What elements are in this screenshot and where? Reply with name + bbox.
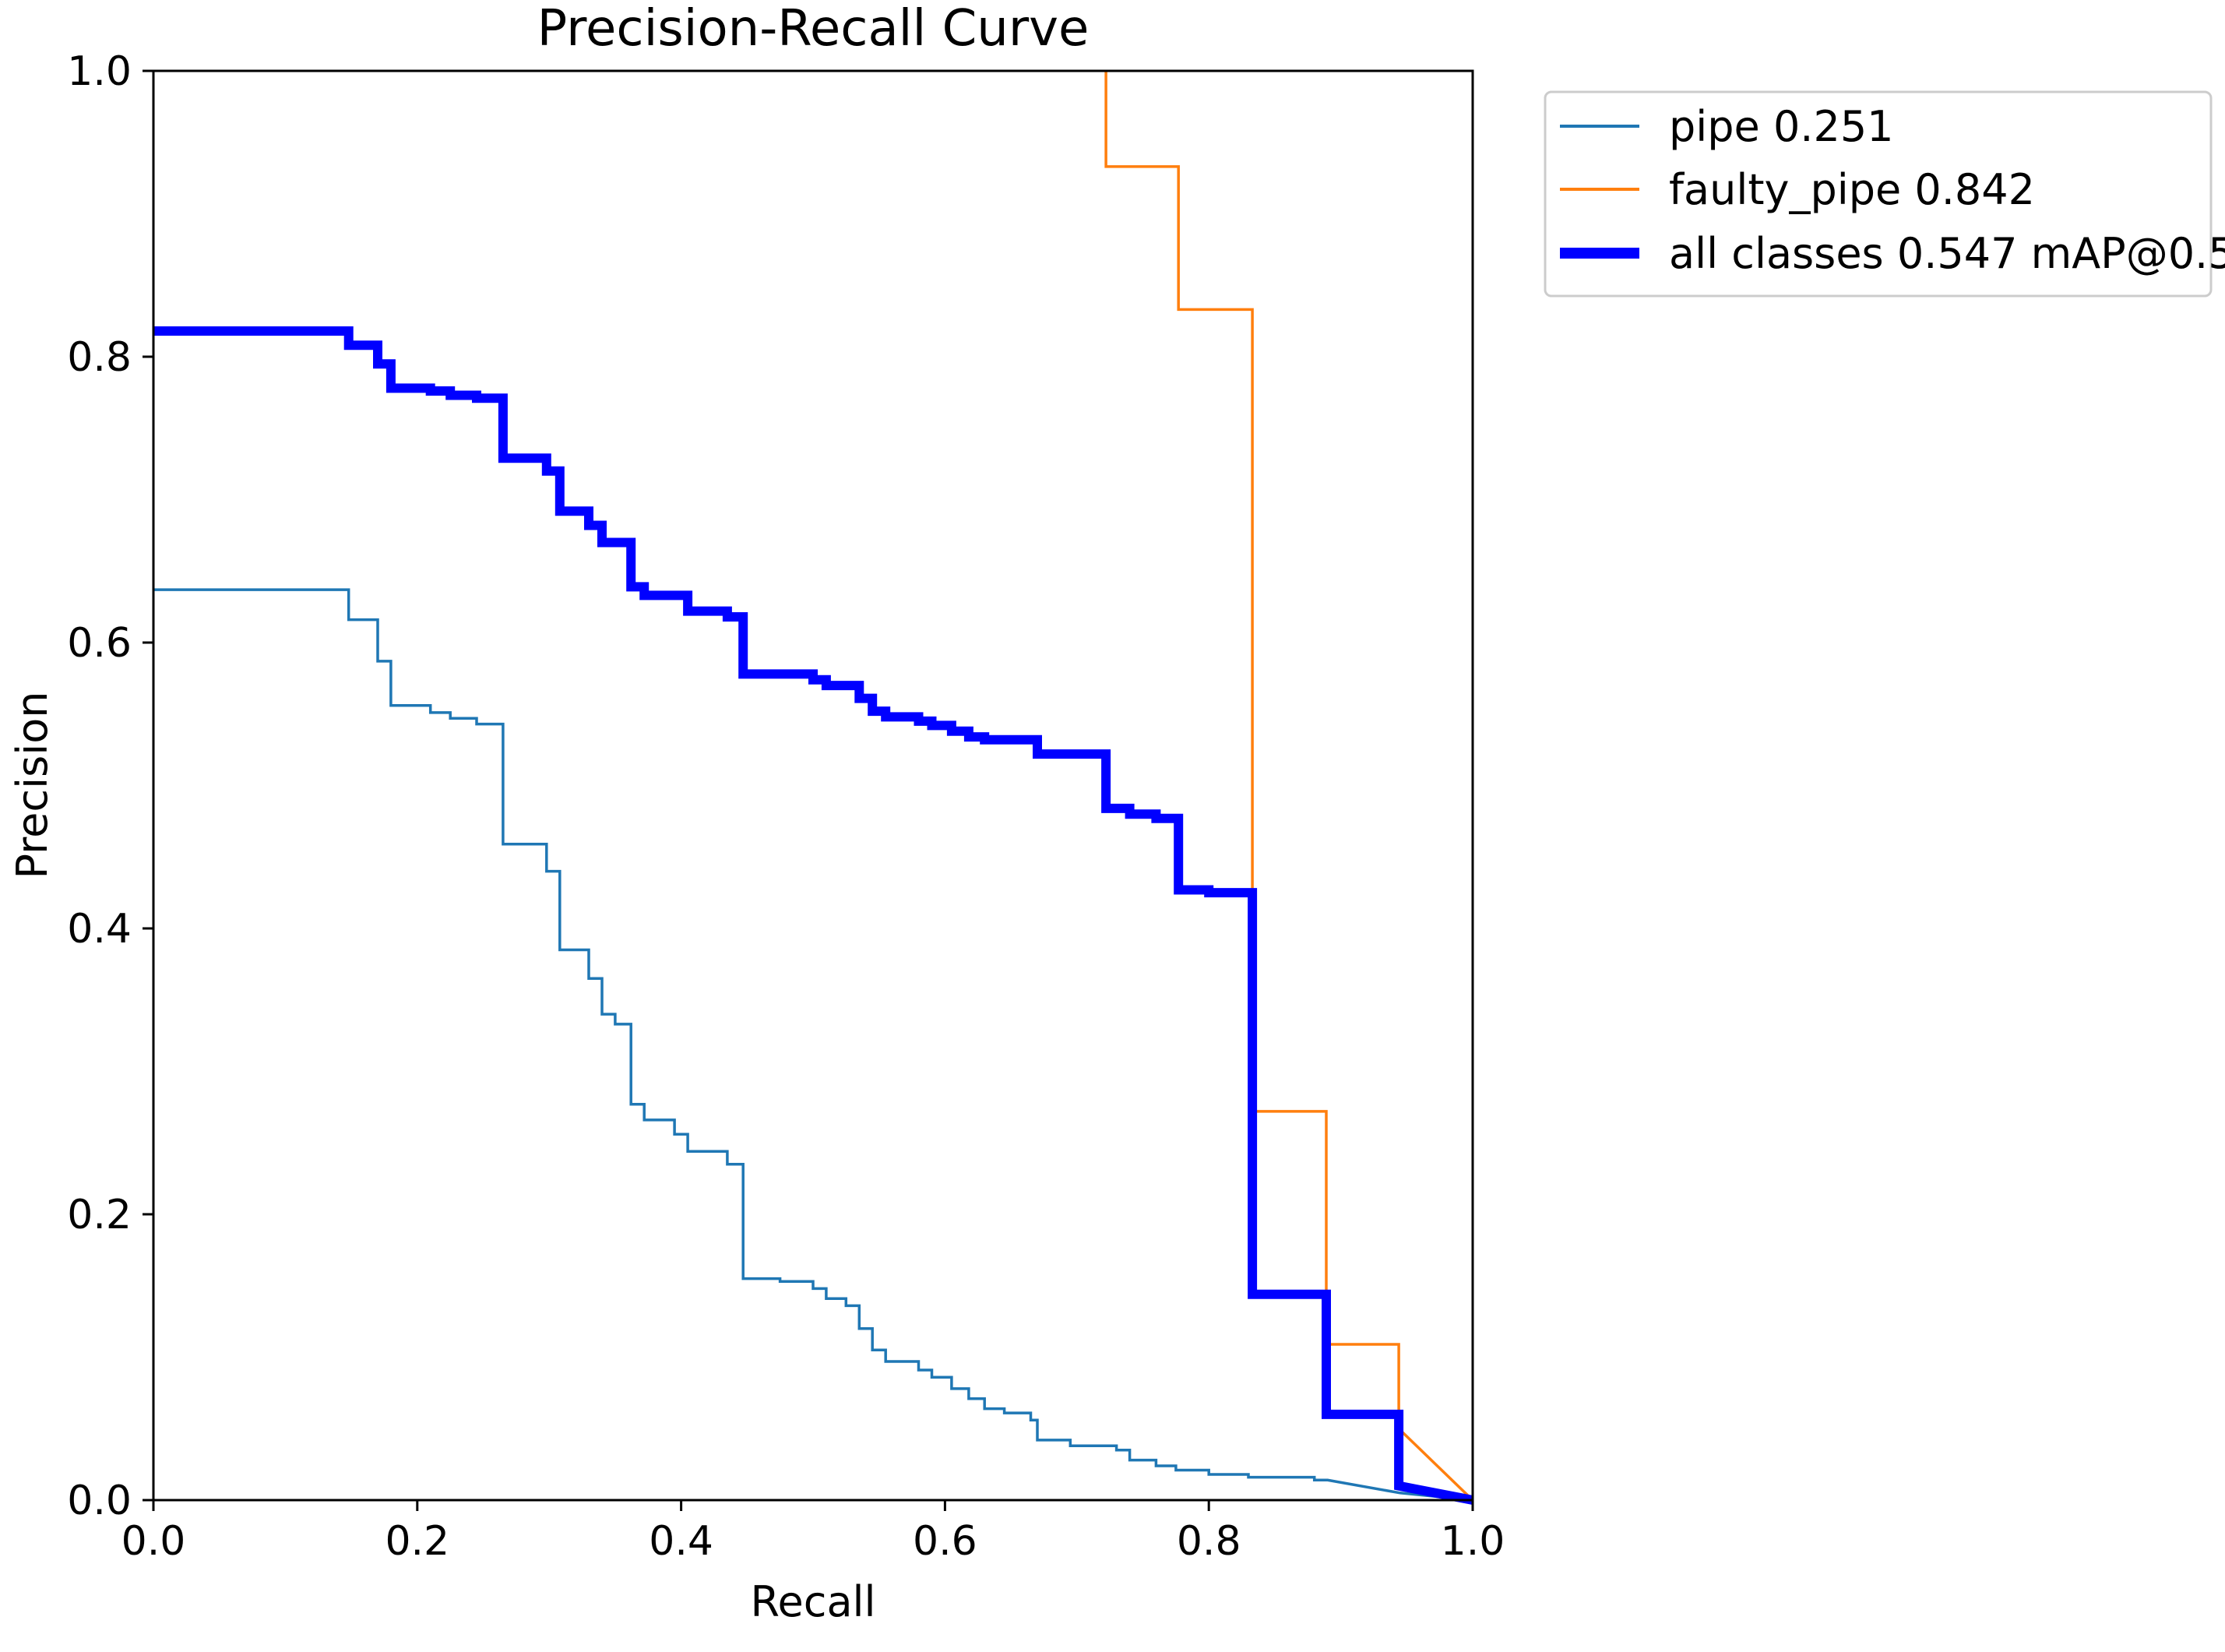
series-layer (153, 71, 1474, 1505)
y-axis-label: Precision (8, 692, 57, 879)
series-line-pipe (153, 588, 1473, 1502)
x-tick-label: 0.4 (649, 1518, 713, 1565)
legend-label-all-classes: all classes 0.547 mAP@0.5 (1669, 229, 2225, 278)
x-tick-label: 0.0 (121, 1518, 186, 1565)
y-axis-ticks: 0.0 0.2 0.4 0.6 0.8 1.0 (67, 48, 153, 1524)
x-tick-label: 0.8 (1177, 1518, 1241, 1565)
legend: pipe 0.251 faulty_pipe 0.842 all classes… (1544, 90, 2225, 298)
series-line-all-classes (153, 326, 1474, 1505)
chart-title: Precision-Recall Curve (537, 0, 1090, 58)
x-axis-label: Recall (750, 1577, 875, 1626)
x-tick-label: 0.2 (385, 1518, 449, 1565)
y-tick-label: 0.4 (67, 906, 132, 953)
plot-frame (152, 69, 1474, 1502)
legend-label-pipe: pipe 0.251 (1669, 102, 1894, 151)
y-tick-label: 0.2 (67, 1192, 132, 1238)
y-tick-label: 0.8 (67, 334, 132, 381)
y-tick-label: 1.0 (67, 48, 132, 95)
y-tick-label: 0.0 (67, 1478, 132, 1524)
x-tick-label: 0.6 (913, 1518, 977, 1565)
legend-box (1544, 90, 2213, 298)
x-tick-label: 1.0 (1441, 1518, 1505, 1565)
y-tick-label: 0.6 (67, 620, 132, 667)
x-axis-ticks: 0.0 0.2 0.4 0.6 0.8 1.0 (121, 1500, 1505, 1565)
legend-label-faulty-pipe: faulty_pipe 0.842 (1669, 165, 2035, 214)
